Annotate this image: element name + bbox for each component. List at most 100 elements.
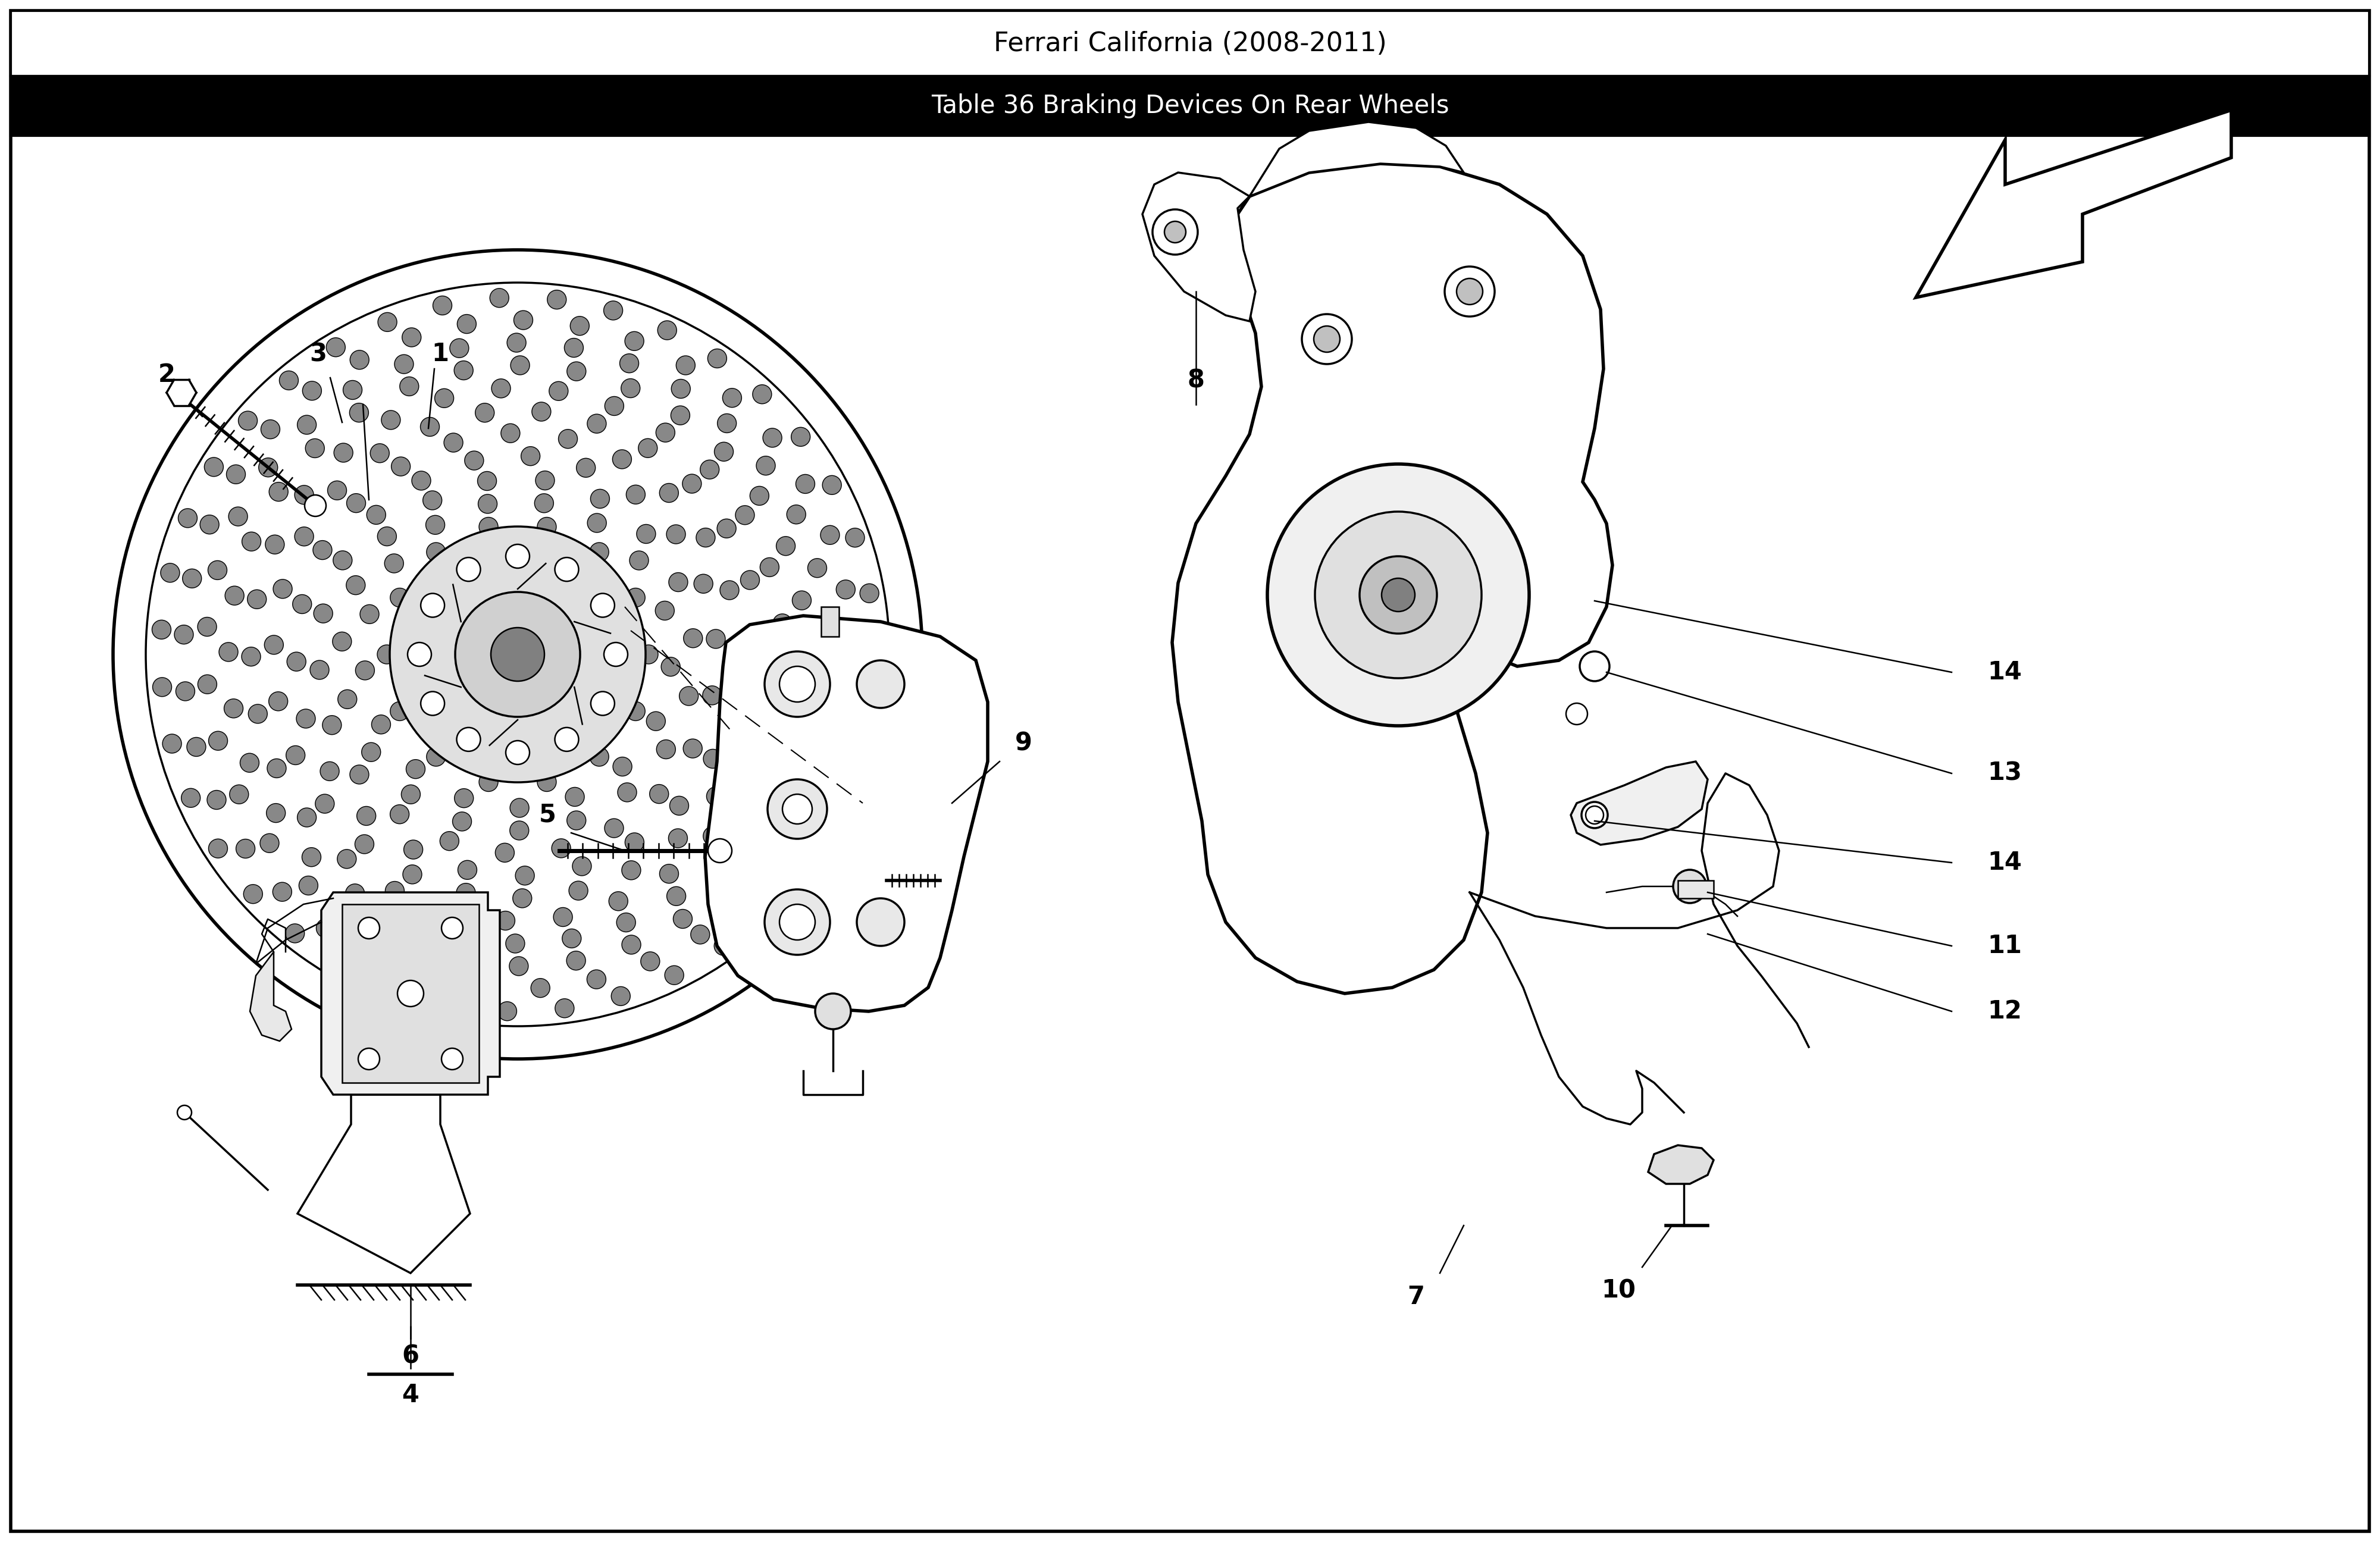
Circle shape — [695, 527, 714, 547]
Text: 14: 14 — [1987, 850, 2021, 876]
Circle shape — [345, 910, 364, 930]
Circle shape — [333, 956, 352, 975]
Circle shape — [505, 740, 528, 765]
Circle shape — [450, 928, 469, 947]
Circle shape — [407, 760, 426, 779]
Circle shape — [298, 709, 317, 728]
Circle shape — [478, 495, 497, 513]
Circle shape — [516, 867, 536, 885]
Circle shape — [350, 350, 369, 370]
Text: 14: 14 — [1987, 660, 2021, 685]
Circle shape — [1152, 210, 1197, 254]
Polygon shape — [1142, 173, 1257, 321]
Circle shape — [333, 550, 352, 571]
Circle shape — [835, 580, 854, 598]
Circle shape — [509, 799, 528, 817]
Circle shape — [152, 677, 171, 697]
Circle shape — [364, 947, 383, 967]
Circle shape — [728, 638, 747, 657]
Circle shape — [412, 472, 431, 490]
Text: 6: 6 — [402, 1345, 419, 1369]
Circle shape — [709, 839, 733, 862]
Circle shape — [588, 415, 607, 433]
Circle shape — [259, 458, 278, 476]
Circle shape — [764, 429, 783, 447]
Circle shape — [207, 791, 226, 810]
Circle shape — [345, 575, 364, 595]
Circle shape — [774, 848, 793, 867]
Circle shape — [314, 794, 333, 813]
Circle shape — [493, 379, 512, 398]
Circle shape — [174, 625, 193, 645]
Circle shape — [433, 296, 452, 315]
Circle shape — [712, 851, 731, 870]
Circle shape — [662, 657, 681, 677]
Circle shape — [752, 626, 771, 645]
Circle shape — [178, 509, 198, 527]
Polygon shape — [1916, 109, 2232, 298]
Circle shape — [738, 780, 757, 799]
Circle shape — [402, 785, 421, 803]
Polygon shape — [1571, 762, 1709, 845]
Circle shape — [676, 356, 695, 375]
Circle shape — [683, 629, 702, 648]
Circle shape — [707, 786, 726, 806]
Circle shape — [248, 705, 267, 723]
Circle shape — [350, 765, 369, 783]
Circle shape — [690, 925, 709, 944]
Circle shape — [457, 315, 476, 333]
Circle shape — [500, 424, 519, 443]
Text: 5: 5 — [538, 802, 557, 828]
Circle shape — [843, 637, 862, 655]
Circle shape — [566, 788, 585, 806]
Circle shape — [605, 819, 624, 837]
Circle shape — [1566, 703, 1587, 725]
Circle shape — [228, 507, 248, 526]
Circle shape — [774, 614, 793, 632]
Circle shape — [823, 475, 843, 495]
Text: 12: 12 — [1987, 999, 2021, 1024]
Text: 7: 7 — [1407, 1284, 1426, 1309]
Circle shape — [209, 731, 228, 751]
Circle shape — [747, 808, 766, 827]
Circle shape — [333, 632, 352, 651]
Circle shape — [588, 513, 607, 532]
Text: 3: 3 — [309, 341, 326, 367]
Circle shape — [640, 951, 659, 971]
Circle shape — [198, 675, 217, 694]
Circle shape — [531, 979, 550, 998]
Circle shape — [183, 569, 202, 588]
Circle shape — [407, 643, 431, 666]
Circle shape — [390, 456, 409, 476]
Circle shape — [790, 427, 809, 446]
Circle shape — [405, 840, 424, 859]
Circle shape — [781, 904, 814, 941]
Circle shape — [707, 629, 726, 649]
Circle shape — [200, 515, 219, 534]
Bar — [12, 76, 2370, 136]
Circle shape — [555, 999, 574, 1018]
Circle shape — [804, 800, 823, 819]
Circle shape — [464, 450, 483, 470]
Circle shape — [267, 759, 286, 777]
Circle shape — [145, 282, 890, 1027]
Circle shape — [455, 592, 581, 717]
Circle shape — [666, 887, 685, 905]
Circle shape — [819, 615, 838, 634]
Bar — [1678, 880, 1714, 899]
Circle shape — [735, 890, 754, 910]
Circle shape — [857, 660, 904, 708]
Circle shape — [759, 558, 778, 577]
Circle shape — [209, 839, 228, 857]
Circle shape — [657, 423, 676, 443]
Circle shape — [328, 481, 347, 500]
Circle shape — [669, 828, 688, 848]
Text: 10: 10 — [1602, 1278, 1635, 1303]
Text: 11: 11 — [1987, 933, 2023, 959]
Circle shape — [248, 589, 267, 609]
Circle shape — [781, 666, 814, 702]
Circle shape — [521, 447, 540, 466]
Circle shape — [762, 728, 781, 746]
Circle shape — [476, 402, 495, 423]
Circle shape — [764, 890, 831, 954]
